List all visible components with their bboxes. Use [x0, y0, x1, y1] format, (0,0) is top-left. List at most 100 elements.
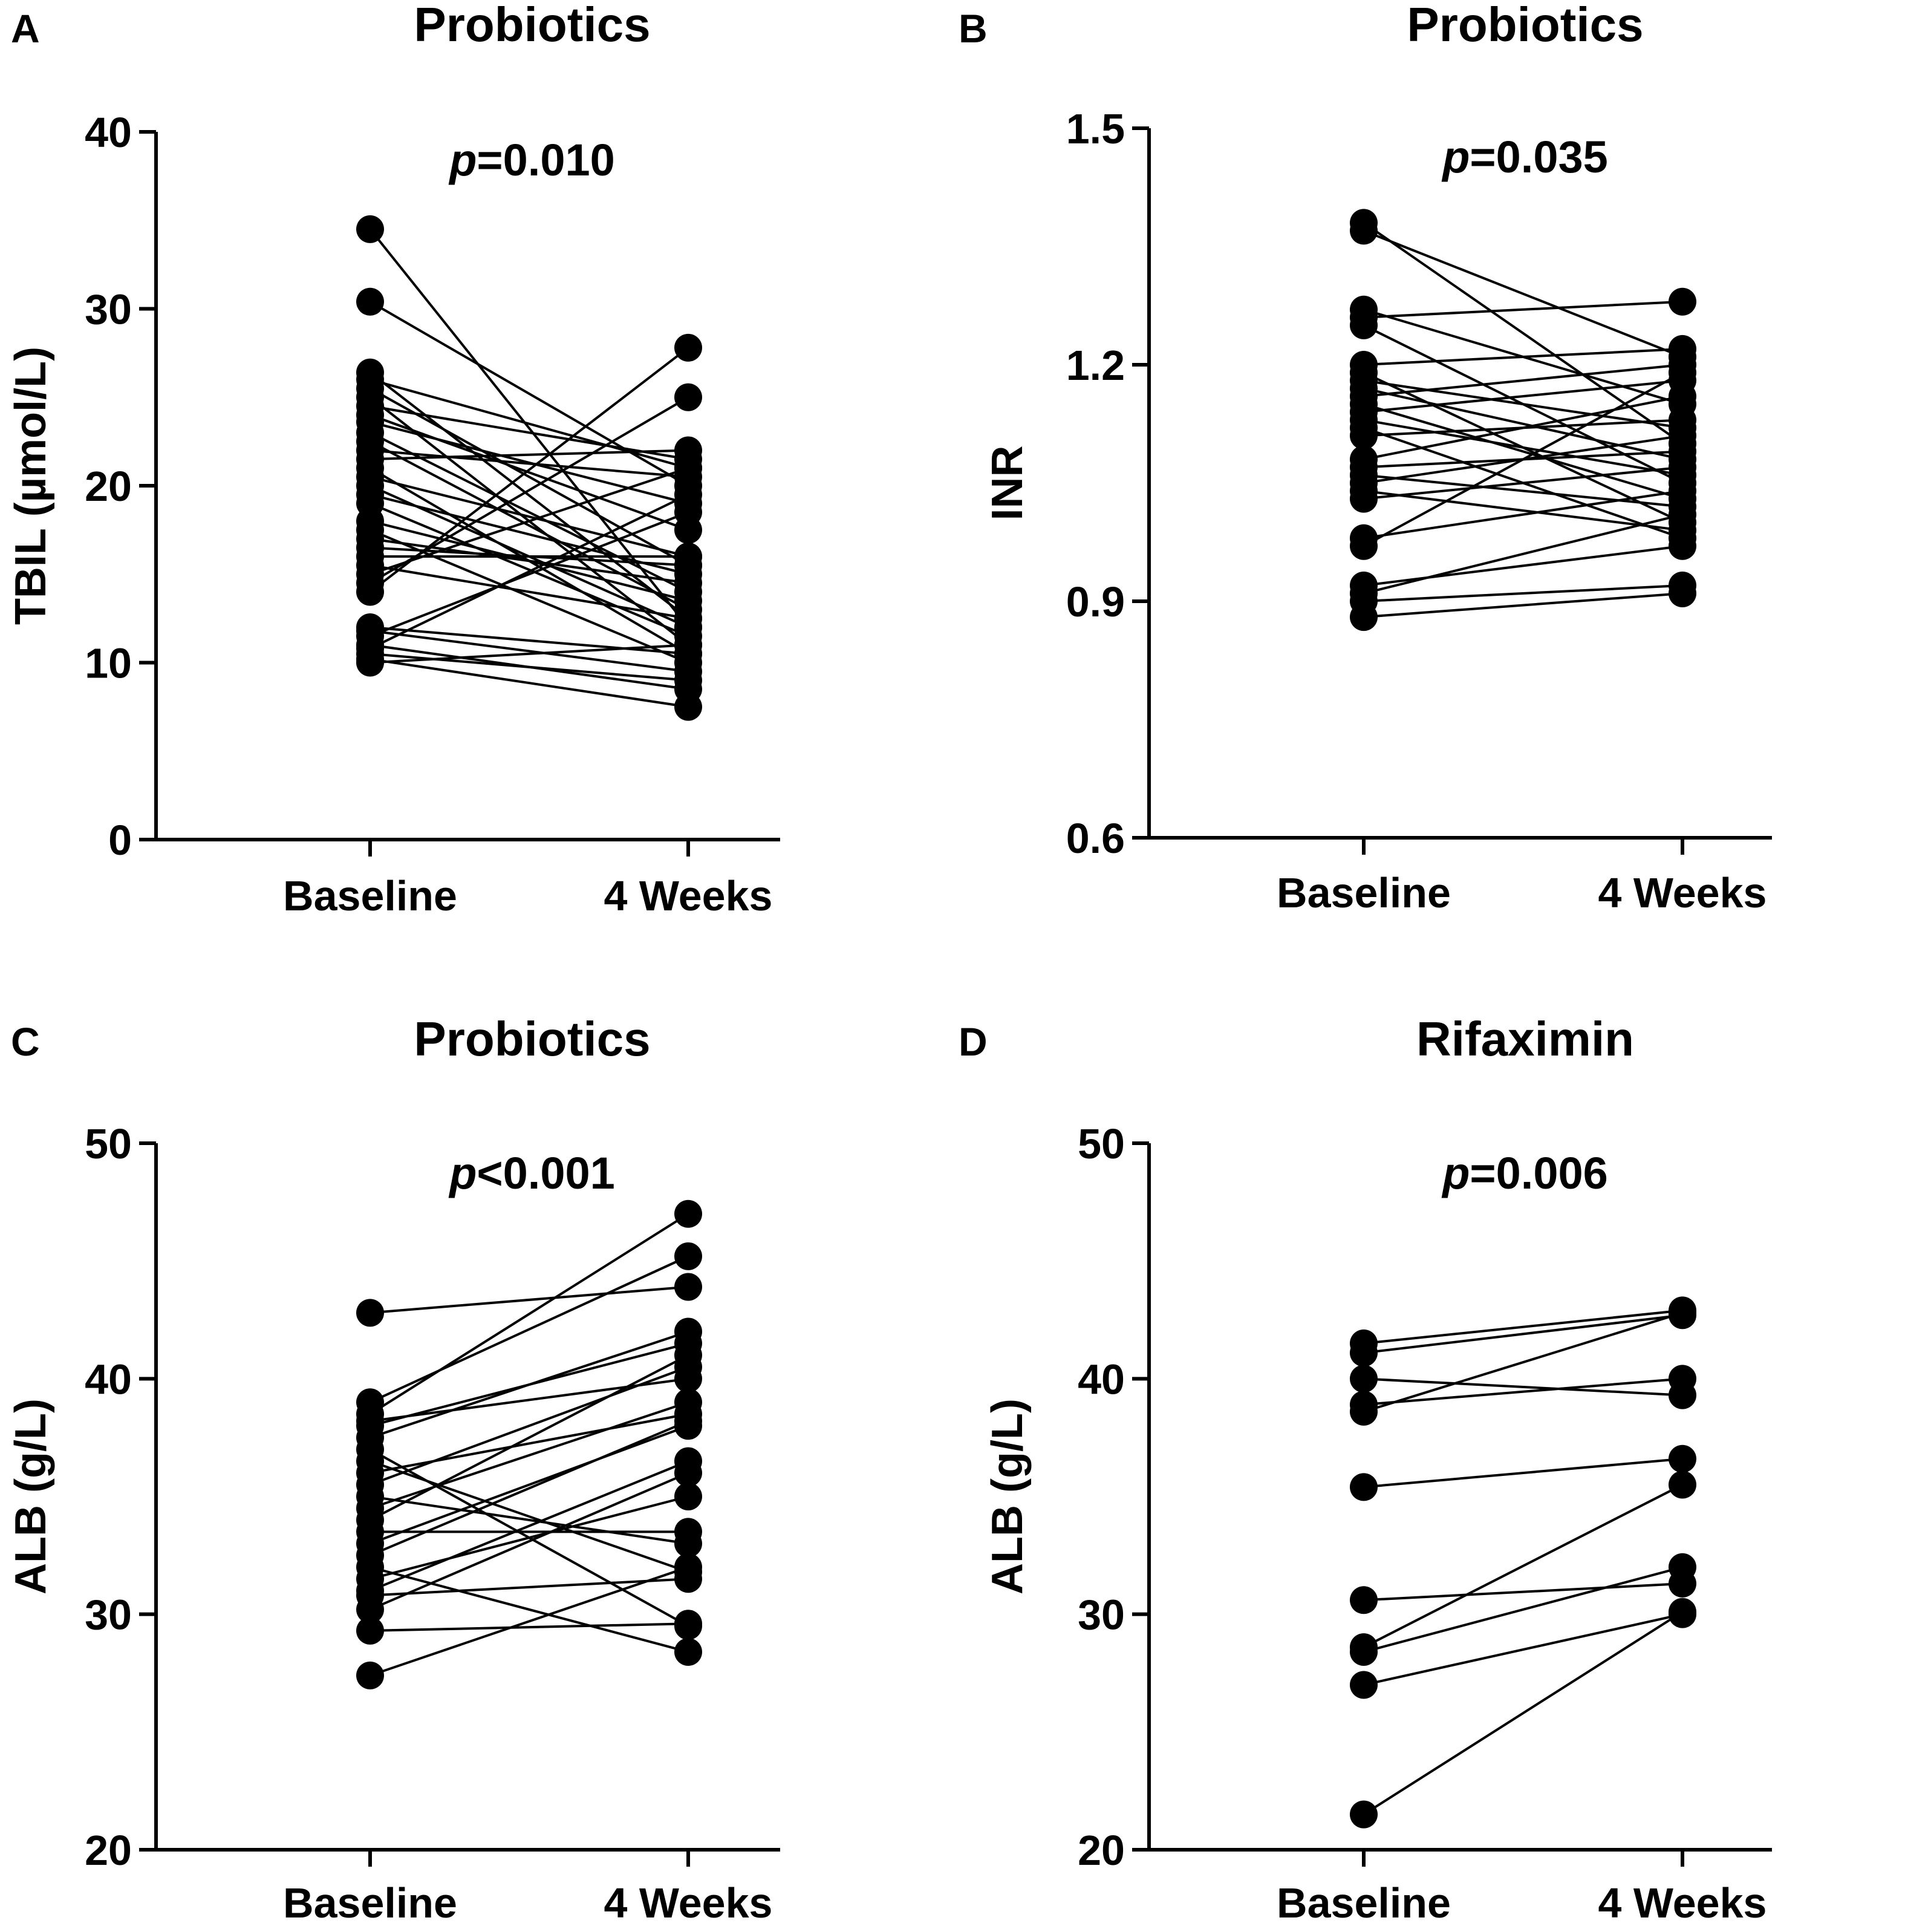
- data-point-baseline: [356, 215, 384, 243]
- paired-line: [1363, 364, 1683, 398]
- paired-line: [370, 431, 689, 593]
- data-point-baseline: [1350, 485, 1378, 513]
- paired-line: [1363, 419, 1683, 477]
- p-value-text: =0.010: [477, 135, 614, 185]
- paired-lines: [369, 228, 689, 708]
- data-point-4-weeks: [1669, 477, 1696, 505]
- data-point-4-weeks: [674, 1341, 702, 1369]
- panel-a: A Probiotics p=0.010 TBIL (µmol/L) 0 10 20 30 40…: [7, 0, 780, 919]
- paired-lines: [1363, 221, 1684, 619]
- data-point-4-weeks: [674, 666, 702, 694]
- paired-line: [1363, 1611, 1684, 1816]
- paired-line: [1363, 403, 1683, 500]
- paired-line: [370, 387, 689, 567]
- data-point-baseline: [1350, 1800, 1378, 1829]
- panel-letter: D: [959, 1019, 988, 1064]
- data-point-4-weeks: [674, 383, 702, 411]
- paired-line: [1363, 1582, 1683, 1602]
- paired-line: [1363, 1483, 1683, 1648]
- panel-c: C Probiotics p<0.001 ALB (g/L) 20 30 40 50 Basel…: [7, 1012, 780, 1927]
- paired-line: [370, 1285, 689, 1314]
- paired-line: [370, 1255, 689, 1404]
- paired-line: [370, 405, 689, 461]
- y-tick-label: 50: [1078, 1120, 1125, 1167]
- data-point-4-weeks: [674, 1483, 702, 1510]
- data-point-4-weeks: [1669, 1597, 1696, 1626]
- y-axis-label: ALB (g/L): [983, 1398, 1032, 1594]
- y-tick-label: 0: [108, 817, 132, 864]
- paired-lines: [1363, 1309, 1684, 1816]
- paired-line: [1363, 1311, 1683, 1413]
- data-point-baseline: [356, 1595, 384, 1624]
- paired-line: [370, 502, 689, 638]
- p-value-text: =0.006: [1470, 1148, 1607, 1198]
- data-point-4-weeks: [674, 1199, 702, 1228]
- x-tick-label: Baseline: [1277, 869, 1451, 916]
- data-point-4-weeks: [674, 1242, 702, 1270]
- paired-line: [1363, 474, 1683, 508]
- data-point-baseline: [356, 1661, 384, 1689]
- paired-line: [370, 626, 689, 655]
- paired-line: [1363, 1309, 1683, 1345]
- paired-line: [1363, 395, 1683, 461]
- chart-title: Rifaximin: [1416, 1012, 1634, 1066]
- panel-letter: C: [11, 1019, 40, 1064]
- paired-line: [370, 537, 689, 584]
- data-point-4-weeks: [674, 1459, 702, 1487]
- data-point-baseline: [356, 648, 384, 677]
- data-point-4-weeks: [1669, 1299, 1696, 1327]
- data-point-4-weeks: [1669, 1470, 1696, 1499]
- data-point-4-weeks: [674, 333, 702, 362]
- panel-letter: A: [11, 6, 40, 51]
- paired-line: [370, 1578, 689, 1597]
- data-point-baseline: [1350, 217, 1378, 245]
- paired-line: [369, 1213, 689, 1415]
- paired-line: [370, 1365, 689, 1486]
- data-point-4-weeks: [1669, 453, 1696, 481]
- paired-line: [370, 1460, 689, 1573]
- paired-line: [1363, 371, 1683, 547]
- paired-line: [370, 1460, 689, 1592]
- p-value-symbol: p: [1441, 132, 1470, 182]
- paired-line: [1363, 592, 1683, 619]
- paired-line: [370, 449, 689, 461]
- paired-line: [369, 301, 689, 487]
- p-value-symbol: p: [448, 1148, 477, 1198]
- data-point-4-weeks: [674, 631, 702, 659]
- data-point-baseline: [1350, 1473, 1378, 1501]
- data-point-4-weeks: [674, 1637, 702, 1666]
- paired-line: [370, 511, 689, 638]
- paired-line: [370, 1330, 689, 1439]
- p-value-annotation: p=0.010: [448, 135, 615, 185]
- x-tick-label: 4 Weeks: [604, 872, 773, 919]
- data-point-baseline: [356, 287, 384, 316]
- chart-title: Probiotics: [414, 1012, 650, 1066]
- paired-line: [370, 1401, 689, 1510]
- data-point-4-weeks: [674, 1610, 702, 1638]
- data-point-4-weeks: [1669, 1444, 1696, 1473]
- paired-line: [1363, 466, 1683, 500]
- paired-line: [369, 347, 689, 593]
- paired-line: [370, 1412, 689, 1475]
- paired-line: [370, 1425, 689, 1545]
- paired-line: [1363, 1377, 1683, 1397]
- data-point-4-weeks: [674, 1407, 702, 1435]
- data-points: [1350, 1296, 1696, 1829]
- x-tick-label: 4 Weeks: [604, 1879, 773, 1927]
- data-point-baseline: [356, 578, 384, 606]
- paired-line: [370, 1472, 689, 1611]
- paired-line: [1363, 1565, 1683, 1653]
- data-point-baseline: [1350, 311, 1378, 339]
- data-points: [356, 215, 702, 721]
- data-point-4-weeks: [1669, 500, 1696, 529]
- paired-line: [1363, 1613, 1683, 1686]
- data-point-4-weeks: [674, 454, 702, 482]
- y-tick-label: 30: [1078, 1591, 1125, 1639]
- p-value-annotation: p=0.006: [1441, 1148, 1608, 1198]
- paired-line: [370, 493, 689, 576]
- data-point-baseline: [356, 1616, 384, 1645]
- paired-line: [1363, 1377, 1683, 1406]
- data-point-4-weeks: [1669, 359, 1696, 387]
- data-point-4-weeks: [674, 693, 702, 721]
